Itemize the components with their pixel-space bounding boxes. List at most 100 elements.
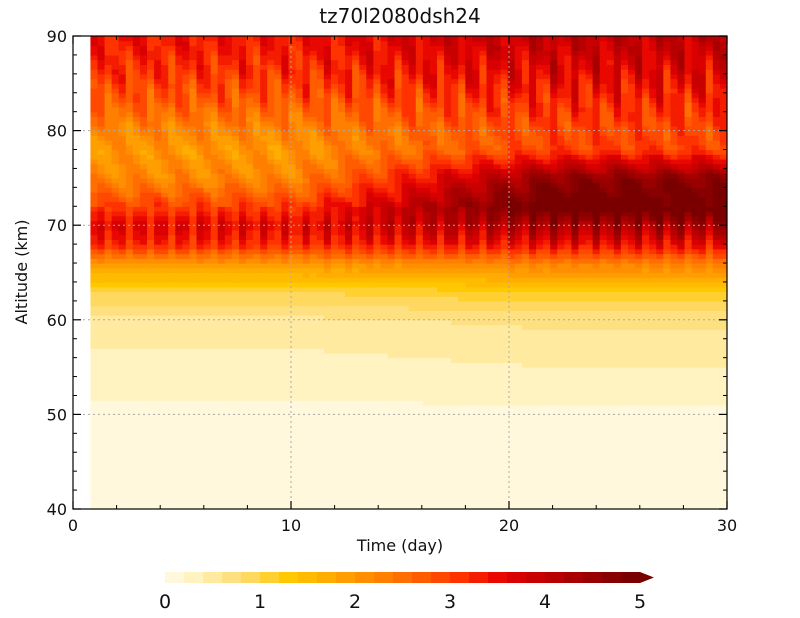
heat-cell: [309, 106, 318, 113]
heat-cell: [323, 187, 332, 193]
heat-cell: [168, 73, 176, 80]
heat-cell: [408, 504, 417, 509]
heat-cell: [316, 154, 325, 160]
heat-cell: [401, 40, 410, 47]
heat-cell: [394, 499, 403, 505]
heat-cell: [111, 206, 120, 212]
heat-cell: [168, 125, 176, 132]
heat-cell: [408, 485, 417, 491]
heat-cell: [330, 78, 339, 84]
heat-cell: [408, 329, 417, 335]
heat-cell: [231, 400, 240, 406]
heat-cell: [267, 182, 275, 188]
heat-cell: [90, 206, 99, 212]
heat-cell: [281, 409, 290, 415]
heat-cell: [316, 106, 325, 113]
heat-cell: [281, 319, 290, 326]
heat-cell: [125, 296, 134, 302]
heat-cell: [175, 140, 183, 146]
heat-cell: [302, 187, 311, 193]
heat-cell: [408, 362, 417, 368]
heat-cell: [422, 64, 431, 70]
heat-cell: [132, 324, 141, 330]
heat-cell: [295, 485, 304, 491]
heat-cell: [281, 196, 290, 203]
heat-cell: [217, 64, 226, 70]
heat-cell: [422, 263, 431, 269]
heat-cell: [429, 192, 438, 198]
heat-cell: [246, 45, 254, 51]
heat-cell: [139, 244, 148, 250]
heat-cell: [394, 348, 403, 354]
heat-cell: [147, 144, 155, 151]
heat-cell: [267, 263, 275, 269]
heat-cell: [401, 111, 410, 118]
heat-cell: [203, 192, 212, 198]
heat-cell: [352, 211, 360, 217]
heat-cell: [387, 163, 396, 170]
heat-cell: [217, 423, 226, 430]
heat-cell: [161, 390, 169, 397]
heat-cell: [359, 206, 367, 212]
heat-cell: [352, 201, 360, 207]
heat-cell: [288, 263, 297, 269]
heat-cell: [231, 73, 240, 80]
heat-cell: [118, 452, 127, 458]
heat-cell: [309, 201, 318, 207]
heat-cell: [429, 494, 438, 501]
heat-cell: [309, 452, 318, 458]
heat-cell: [139, 438, 148, 444]
heat-cell: [260, 300, 268, 307]
heat-cell: [337, 106, 346, 113]
heat-cell: [316, 352, 325, 359]
heat-cell: [132, 168, 141, 174]
heat-cell: [104, 494, 113, 501]
heat-cell: [352, 281, 360, 288]
heat-cell: [260, 83, 268, 89]
heat-cell: [345, 229, 353, 236]
heat-cell: [104, 149, 113, 155]
heat-cell: [323, 494, 332, 501]
heat-cell: [203, 59, 212, 65]
heat-cell: [125, 201, 134, 207]
heat-cell: [345, 300, 353, 307]
heat-cell: [309, 135, 318, 141]
heat-cell: [429, 102, 438, 108]
heat-cell: [366, 83, 374, 89]
heat-cell: [217, 414, 226, 420]
heat-cell: [295, 362, 304, 368]
heat-cell: [210, 281, 219, 288]
heat-cell: [288, 173, 297, 179]
heat-cell: [281, 192, 290, 198]
heat-cell: [97, 140, 106, 146]
heat-cell: [104, 310, 113, 316]
heat-cell: [104, 419, 113, 425]
heat-cell: [132, 300, 141, 307]
heat-cell: [337, 229, 346, 236]
heat-cell: [182, 135, 191, 141]
heat-cell: [132, 475, 141, 482]
heat-cell: [387, 461, 396, 468]
heat-cell: [253, 168, 261, 174]
heat-cell: [97, 83, 106, 89]
heat-cell: [253, 438, 261, 444]
heat-cell: [366, 438, 374, 444]
heat-cell: [323, 310, 332, 316]
heat-cell: [238, 177, 247, 184]
heat-cell: [295, 121, 304, 127]
heat-cell: [246, 471, 254, 477]
heat-cell: [97, 106, 106, 113]
heat-cell: [182, 50, 191, 56]
heat-cell: [274, 111, 283, 118]
heat-cell: [295, 386, 304, 392]
heat-cell: [288, 357, 297, 363]
heat-cell: [189, 400, 198, 406]
heat-cell: [97, 281, 106, 288]
heat-cell: [337, 442, 346, 449]
heat-cell: [182, 140, 191, 146]
heat-cell: [337, 428, 346, 434]
heat-cell: [154, 40, 162, 47]
heat-cell: [118, 456, 127, 463]
heat-cell: [231, 357, 240, 363]
heat-cell: [154, 244, 162, 250]
